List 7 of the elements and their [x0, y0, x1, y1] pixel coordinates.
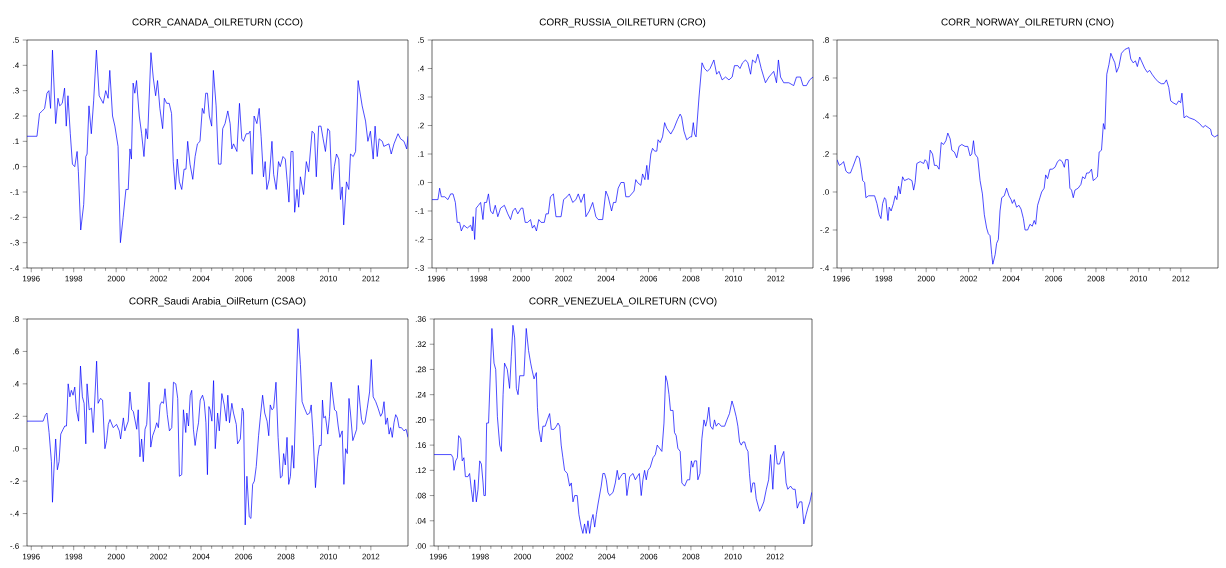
chart-title: CORR_RUSSIA_OILRETURN (CRO): [539, 18, 706, 28]
chart-title: CORR_Saudi Arabia_OilReturn (CSAO): [129, 297, 306, 307]
chart-title: CORR_NORWAY_OILRETURN (CNO): [941, 18, 1114, 28]
chart-title: CORR_CANADA_OILRETURN (CCO): [132, 18, 303, 28]
chart-title: CORR_VENEZUELA_OILRETURN (CVO): [529, 297, 717, 307]
line-series: [27, 328, 408, 526]
line-series: [27, 49, 408, 244]
